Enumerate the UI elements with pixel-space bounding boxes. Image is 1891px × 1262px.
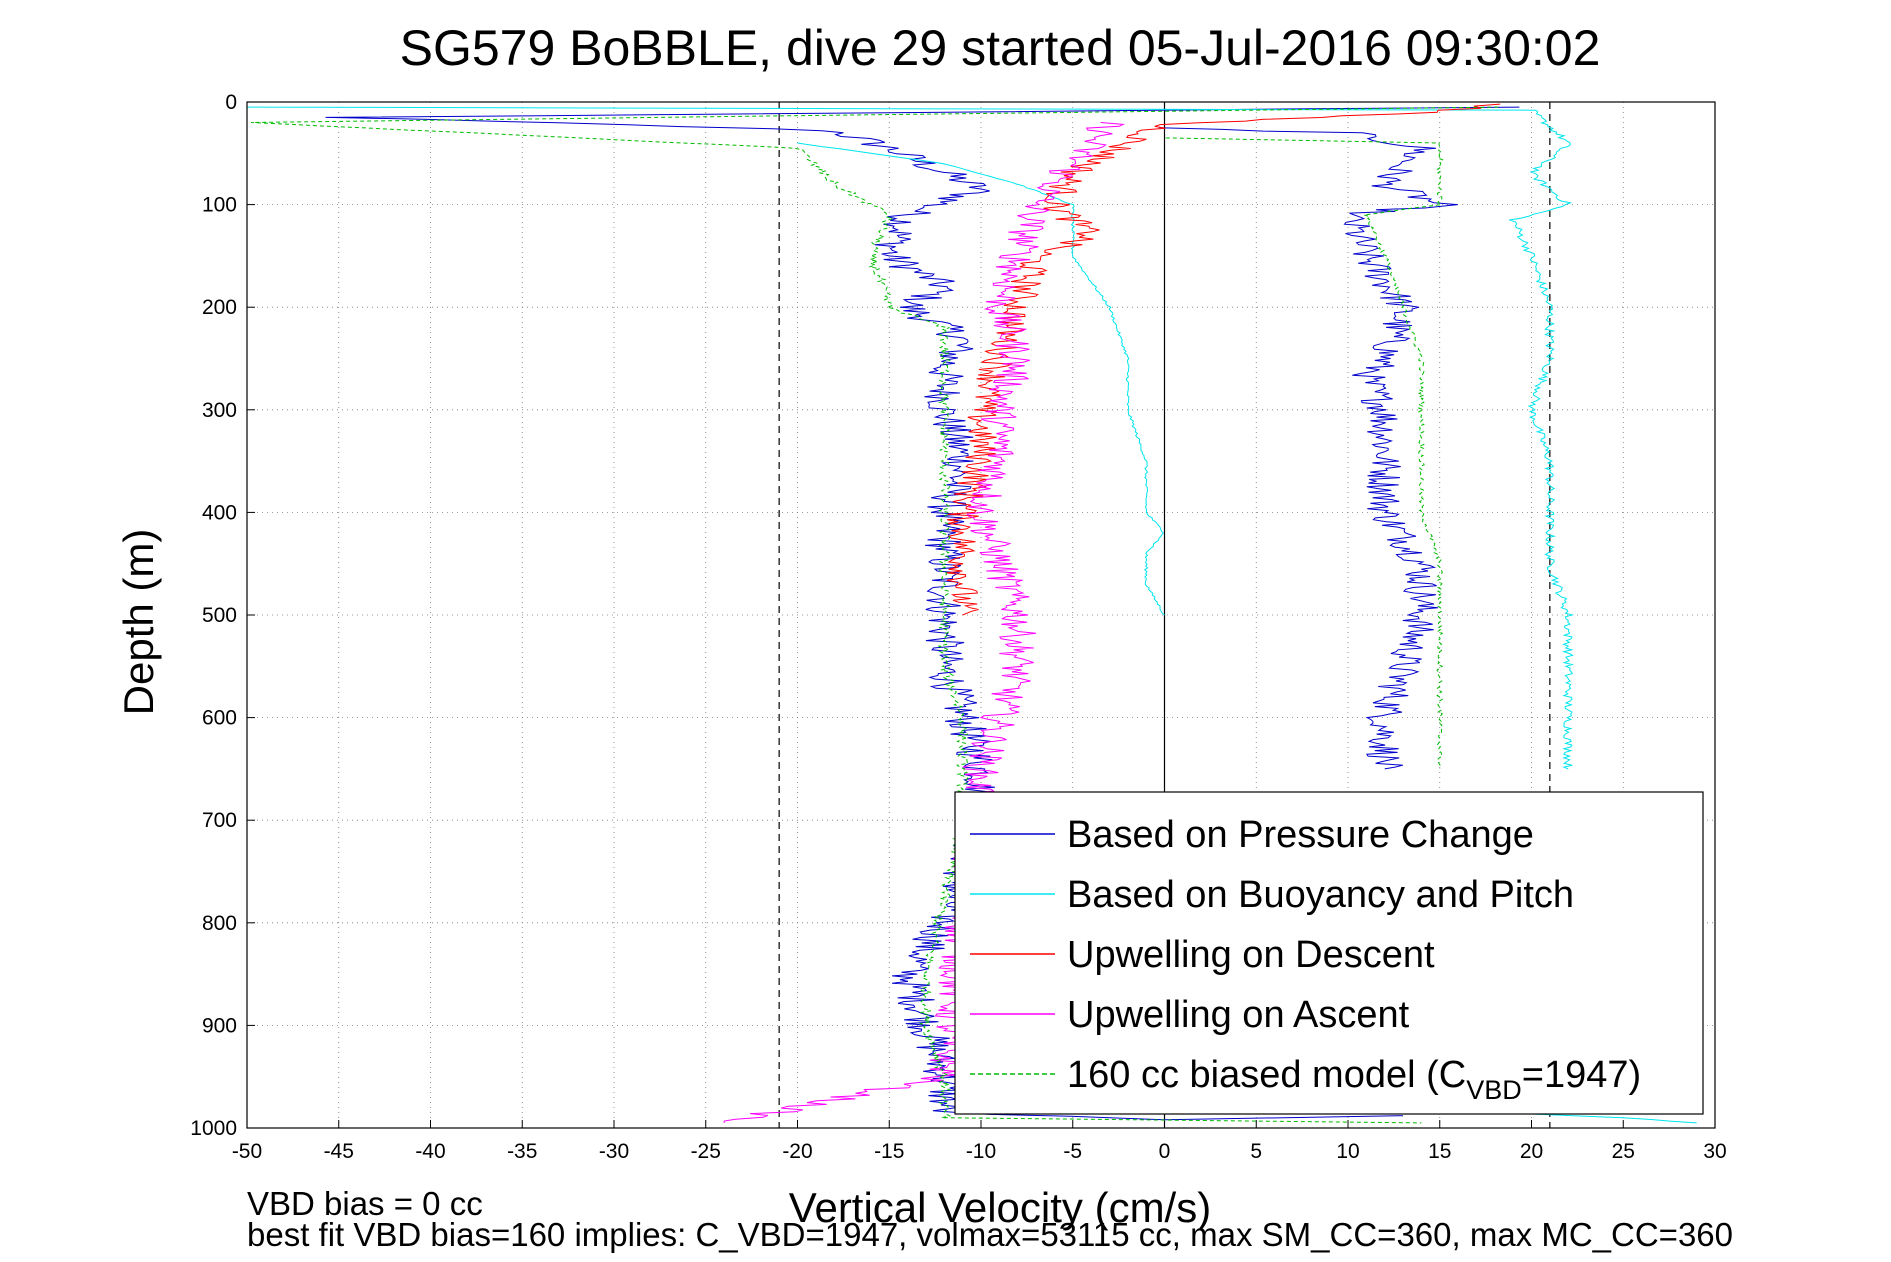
- x-tick-label: 15: [1428, 1140, 1451, 1163]
- y-tick-label: 0: [225, 91, 237, 114]
- x-tick-label: -50: [232, 1140, 262, 1163]
- y-tick-label: 500: [202, 604, 237, 627]
- x-tick-label: 5: [1250, 1140, 1262, 1163]
- legend: Based on Pressure Change Based on Buoyanc…: [954, 791, 1704, 1115]
- series-line: [1159, 127, 1458, 770]
- y-tick-label: 700: [202, 809, 237, 832]
- x-tick-label: -20: [782, 1140, 812, 1163]
- x-axis-label: Vertical Velocity (cm/s): [789, 1184, 1211, 1231]
- x-tick-label: 0: [1159, 1140, 1171, 1163]
- x-tick-label: 30: [1703, 1140, 1726, 1163]
- x-tick-label: -45: [324, 1140, 354, 1163]
- y-axis-label: Depth (m): [115, 529, 162, 716]
- x-tick-label: 10: [1336, 1140, 1359, 1163]
- y-tick-label: 400: [202, 501, 237, 524]
- x-tick-label: 20: [1520, 1140, 1543, 1163]
- y-tick-label: 600: [202, 707, 237, 730]
- legend-label: Based on Buoyancy and Pitch: [1067, 874, 1574, 916]
- x-tick-label: -15: [874, 1140, 904, 1163]
- x-tick-label: -40: [415, 1140, 445, 1163]
- y-tick-label: 800: [202, 912, 237, 935]
- x-tick-label: -25: [691, 1140, 721, 1163]
- series-line: [946, 103, 1501, 616]
- y-tick-label: 900: [202, 1014, 237, 1037]
- x-tick-label: -30: [599, 1140, 629, 1163]
- footer-bias-text: VBD bias = 0 cc: [247, 1185, 483, 1222]
- legend-label: Upwelling on Ascent: [1067, 994, 1410, 1036]
- footer-fit-text: best fit VBD bias=160 implies: C_VBD=194…: [247, 1216, 1733, 1253]
- x-tick-label: -10: [966, 1140, 996, 1163]
- y-tick-label: 300: [202, 399, 237, 422]
- series-line: [246, 106, 1575, 770]
- legend-box: [954, 791, 1704, 1115]
- tick-labels: -50 -45 -40 -35 -30 -25 -20 -15 -10 -5 0 5 10 15 20 25 3…: [190, 91, 1726, 1163]
- y-tick-label: 200: [202, 296, 237, 319]
- series-lines: [246, 103, 1697, 1124]
- plot-frame: [246, 101, 1716, 1129]
- x-tick-label: -35: [507, 1140, 537, 1163]
- legend-label: Based on Pressure Change: [1067, 814, 1534, 856]
- y-tick-label: 100: [202, 194, 237, 217]
- x-tick-label: -5: [1063, 1140, 1082, 1163]
- series-line: [1165, 137, 1444, 770]
- series-line: [325, 106, 1520, 1121]
- series-line: [797, 142, 1165, 616]
- chart-title: SG579 BoBBLE, dive 29 started 05-Jul-201…: [400, 20, 1601, 76]
- x-tick-label: 25: [1612, 1140, 1635, 1163]
- y-tick-label: 1000: [190, 1117, 237, 1140]
- legend-label: Upwelling on Descent: [1067, 934, 1435, 976]
